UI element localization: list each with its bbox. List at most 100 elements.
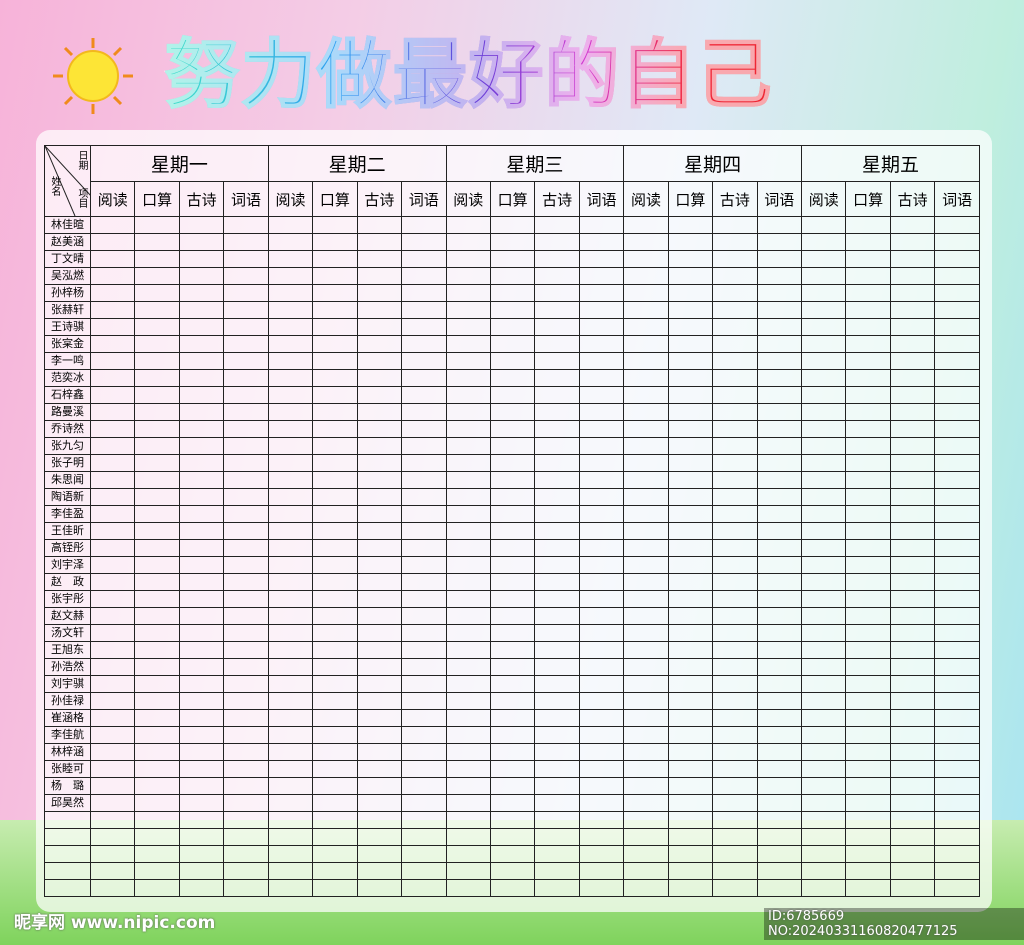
score-cell: [489, 862, 536, 880]
score-cell: [934, 658, 980, 676]
score-cell: [445, 811, 491, 829]
score-cell: [445, 369, 491, 387]
score-cell: [534, 573, 580, 591]
score-cell: [534, 284, 580, 302]
score-cell: [534, 862, 580, 880]
student-row: [44, 862, 980, 880]
score-cell: [667, 420, 714, 438]
score-cell: [89, 709, 136, 727]
score-cell: [712, 437, 758, 455]
score-cell: [578, 573, 625, 591]
subject-header: 古诗: [356, 181, 403, 217]
score-cell: [312, 556, 358, 574]
score-cell: [356, 403, 403, 421]
score-cell: [356, 352, 403, 370]
score-cell: [401, 335, 447, 353]
score-cell: [489, 777, 536, 795]
score-cell: [312, 369, 358, 387]
score-cell: [667, 879, 714, 897]
score-cell: [445, 760, 491, 778]
score-cell: [800, 692, 847, 710]
score-cell: [356, 437, 403, 455]
score-cell: [89, 335, 136, 353]
score-cell: [845, 641, 891, 659]
score-cell: [489, 726, 536, 744]
score-cell: [401, 590, 447, 608]
score-cell: [223, 267, 269, 285]
score-cell: [401, 760, 447, 778]
score-cell: [489, 284, 536, 302]
score-cell: [800, 250, 847, 268]
score-cell: [578, 284, 625, 302]
score-cell: [401, 301, 447, 319]
score-cell: [578, 658, 625, 676]
score-cell: [667, 556, 714, 574]
score-cell: [134, 726, 180, 744]
score-cell: [667, 539, 714, 557]
score-cell: [623, 437, 669, 455]
score-cell: [623, 505, 669, 523]
score-cell: [178, 743, 225, 761]
score-cell: [134, 862, 180, 880]
score-cell: [623, 318, 669, 336]
score-cell: [800, 573, 847, 591]
score-cell: [267, 726, 314, 744]
score-cell: [223, 301, 269, 319]
score-cell: [134, 267, 180, 285]
score-cell: [889, 471, 936, 489]
score-cell: [134, 539, 180, 557]
empty-cell: [44, 811, 91, 829]
score-cell: [445, 539, 491, 557]
score-cell: [312, 233, 358, 251]
score-cell: [934, 675, 980, 693]
score-cell: [667, 522, 714, 540]
score-cell: [356, 301, 403, 319]
score-cell: [667, 845, 714, 863]
score-cell: [845, 590, 891, 608]
score-cell: [401, 607, 447, 625]
score-cell: [267, 488, 314, 506]
score-cell: [934, 794, 980, 812]
score-cell: [134, 233, 180, 251]
score-cell: [667, 675, 714, 693]
score-cell: [623, 556, 669, 574]
score-cell: [667, 624, 714, 642]
score-cell: [845, 811, 891, 829]
score-cell: [623, 743, 669, 761]
score-cell: [489, 233, 536, 251]
score-cell: [667, 386, 714, 404]
score-cell: [667, 301, 714, 319]
score-cell: [134, 777, 180, 795]
score-cell: [889, 845, 936, 863]
score-cell: [934, 607, 980, 625]
score-cell: [267, 437, 314, 455]
score-cell: [223, 845, 269, 863]
score-cell: [401, 879, 447, 897]
score-cell: [223, 505, 269, 523]
score-cell: [178, 862, 225, 880]
score-cell: [623, 845, 669, 863]
subject-header: 词语: [401, 181, 447, 217]
score-cell: [578, 811, 625, 829]
score-cell: [445, 709, 491, 727]
score-cell: [578, 709, 625, 727]
score-cell: [134, 284, 180, 302]
score-cell: [712, 675, 758, 693]
subject-row: 阅读 口算 古诗 词语 阅读 口算 古诗 词语 阅读 口算 古诗 词语 阅读 口算 古诗 词语 阅读 口算 古诗 词语: [45, 181, 980, 217]
score-cell: [445, 250, 491, 268]
student-name: 赵 政: [44, 573, 91, 591]
score-cell: [712, 607, 758, 625]
score-cell: [134, 454, 180, 472]
score-cell: [534, 471, 580, 489]
student-name: 林佳暄: [44, 216, 91, 234]
score-cell: [934, 369, 980, 387]
score-cell: [178, 454, 225, 472]
score-cell: [489, 845, 536, 863]
day-header: 星期一: [90, 145, 269, 182]
score-cell: [267, 284, 314, 302]
score-cell: [534, 641, 580, 659]
score-cell: [223, 573, 269, 591]
score-cell: [623, 369, 669, 387]
score-cell: [178, 403, 225, 421]
score-cell: [578, 692, 625, 710]
